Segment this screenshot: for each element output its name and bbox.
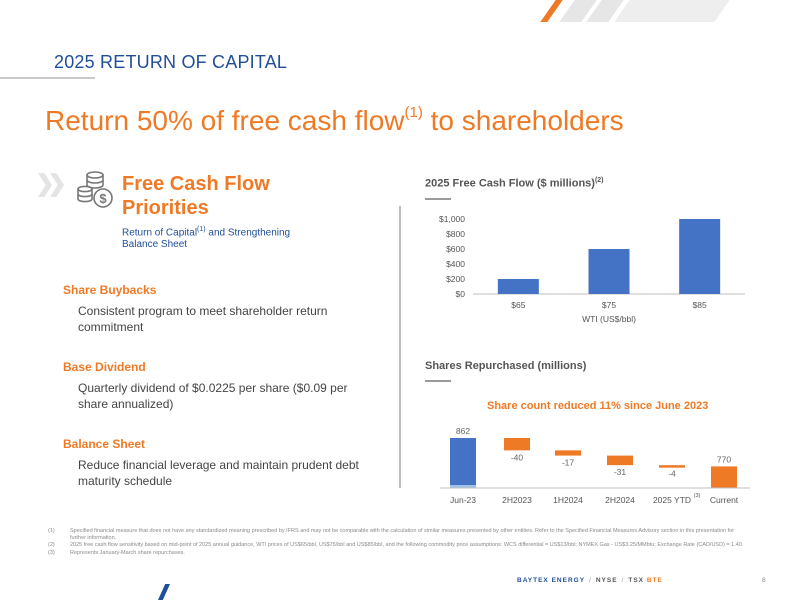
fcf-bar xyxy=(588,249,630,294)
headline: Return 50% of free cash flow(1) to share… xyxy=(45,104,624,137)
fcf-x-axis-label: WTI (US$/bbl) xyxy=(582,314,636,324)
footer-tsx: TSX xyxy=(628,577,645,584)
fcf-y-tick-label: $1,000 xyxy=(439,214,465,224)
waterfall-bar xyxy=(450,438,476,485)
fcf-chart-title: 2025 Free Cash Flow ($ millions)(2) xyxy=(425,177,604,190)
fcf-x-tick-label: $65 xyxy=(511,300,525,310)
fcf-y-tick-label: $200 xyxy=(446,274,465,284)
footer-sep: / xyxy=(621,577,625,584)
waterfall-x-tick-label: Current xyxy=(710,495,739,505)
section-title-share-buybacks: Share Buybacks xyxy=(63,283,157,297)
chevron-right-icon xyxy=(50,173,64,197)
priorities-subtitle-b: and Strengthening Balance Sheet xyxy=(122,227,291,251)
decor-stripe-orange xyxy=(540,0,563,22)
fcf-chart-rule xyxy=(425,198,451,200)
fcf-y-tick-label: $800 xyxy=(446,229,465,239)
fcf-y-tick-label: $600 xyxy=(446,244,465,254)
footnote-text: Specified financial measure that does no… xyxy=(70,528,735,542)
waterfall-bar-base xyxy=(450,485,476,488)
waterfall-x-tick-label: 2H2024 xyxy=(605,495,635,505)
waterfall-data-label: -31 xyxy=(614,467,627,477)
fcf-bar xyxy=(679,219,721,294)
section-title-balance-sheet: Balance Sheet xyxy=(63,437,146,451)
fcf-chart-title-text: 2025 Free Cash Flow ($ millions) xyxy=(425,177,595,190)
footer-brand: BAYTEX ENERGY / NYSE / TSX BTE xyxy=(517,577,663,584)
fcf-y-tick-label: $0 xyxy=(456,289,466,299)
page-title: 2025 RETURN OF CAPITAL xyxy=(54,52,288,72)
shares-chart-rule xyxy=(425,380,451,382)
header-rule xyxy=(0,77,95,79)
headline-text: Return 50% of free cash flow xyxy=(45,105,405,136)
priorities-subtitle-a: Return of Capital xyxy=(122,227,198,239)
fcf-x-tick-label: $85 xyxy=(693,300,707,310)
priorities-subtitle: Return of Capital(1) and Strengthening B… xyxy=(122,224,322,251)
shares-chart-title: Shares Repurchased (millions) xyxy=(425,360,587,372)
waterfall-bar xyxy=(555,450,581,456)
waterfall-data-label: 862 xyxy=(456,426,470,436)
footnote-text: 2025 free cash flow sensitivity based on… xyxy=(70,542,744,549)
section-text-share-buybacks: Consistent program to meet shareholder r… xyxy=(78,304,328,334)
footer-ticker: BTE xyxy=(646,577,663,584)
footnote-num: (1) xyxy=(48,528,55,534)
waterfall-x-tick-label: 2H2023 xyxy=(502,495,532,505)
fcf-x-tick-label: $75 xyxy=(602,300,616,310)
footnote: (3) Represents January-March share repurc… xyxy=(48,550,748,557)
chevron-right-icon xyxy=(38,173,52,197)
fcf-y-tick-label: $400 xyxy=(446,259,465,269)
section-title-base-dividend: Base Dividend xyxy=(63,360,146,374)
section-text-balance-sheet: Reduce financial leverage and maintain p… xyxy=(78,458,359,488)
waterfall-data-label: -4 xyxy=(668,468,676,478)
waterfall-data-label: -17 xyxy=(562,458,575,468)
fcf-bar-chart: $0 $200 $400 $600 $800 $1,000 $65 $75 $85 WTI (US… xyxy=(439,214,745,324)
priorities-footnote-ref: (1) xyxy=(197,226,206,233)
fcf-chart-footnote-ref: (2) xyxy=(594,177,604,184)
footnote: (1) Specified financial measure that does… xyxy=(48,528,748,542)
headline-suffix: to shareholders xyxy=(422,105,624,136)
priorities-title: Free Cash Flow Priorities xyxy=(122,173,270,219)
column-divider xyxy=(399,206,401,488)
page-number: 8 xyxy=(762,577,766,584)
footer-nyse: NYSE xyxy=(595,577,618,584)
decor-stripe xyxy=(614,0,730,22)
footer-brand-name: BAYTEX ENERGY xyxy=(517,577,586,584)
footnote-text: Represents January-March share repurchas… xyxy=(70,549,185,556)
waterfall-bar xyxy=(504,438,530,451)
waterfall-data-label: -40 xyxy=(511,452,524,462)
coins-dollar-icon: $ xyxy=(77,171,113,208)
decor-slash xyxy=(158,584,170,600)
waterfall-bar xyxy=(711,466,737,488)
shares-waterfall-chart: 862 Jun-23 -40 2H2023 -17 1H2024 -31 2H2024 -4 20… xyxy=(440,426,750,505)
svg-text:$: $ xyxy=(99,191,107,206)
waterfall-x-tick-label: 1H2024 xyxy=(553,495,583,505)
waterfall-data-label: 770 xyxy=(717,454,731,464)
waterfall-bar xyxy=(659,465,685,468)
fcf-bar xyxy=(497,279,539,294)
footnote-num: (3) xyxy=(48,549,55,556)
footnote-num: (2) xyxy=(48,542,55,549)
waterfall-x-tick-label: 2025 YTD xyxy=(653,495,691,505)
headline-footnote-ref: (1) xyxy=(404,104,423,121)
footnote: (2) 2025 free cash flow sensitivity based… xyxy=(48,542,748,549)
waterfall-footnote-ref: (3) xyxy=(694,493,701,499)
waterfall-bar xyxy=(607,455,633,466)
section-text-base-dividend: Quarterly dividend of $0.0225 per share … xyxy=(78,381,348,411)
footer-sep: / xyxy=(589,577,592,584)
waterfall-x-tick-label: Jun-23 xyxy=(450,495,476,505)
footnotes: (1) Specified financial measure that does… xyxy=(48,528,748,557)
shares-chart-subtitle: Share count reduced 11% since June 2023 xyxy=(487,400,709,412)
